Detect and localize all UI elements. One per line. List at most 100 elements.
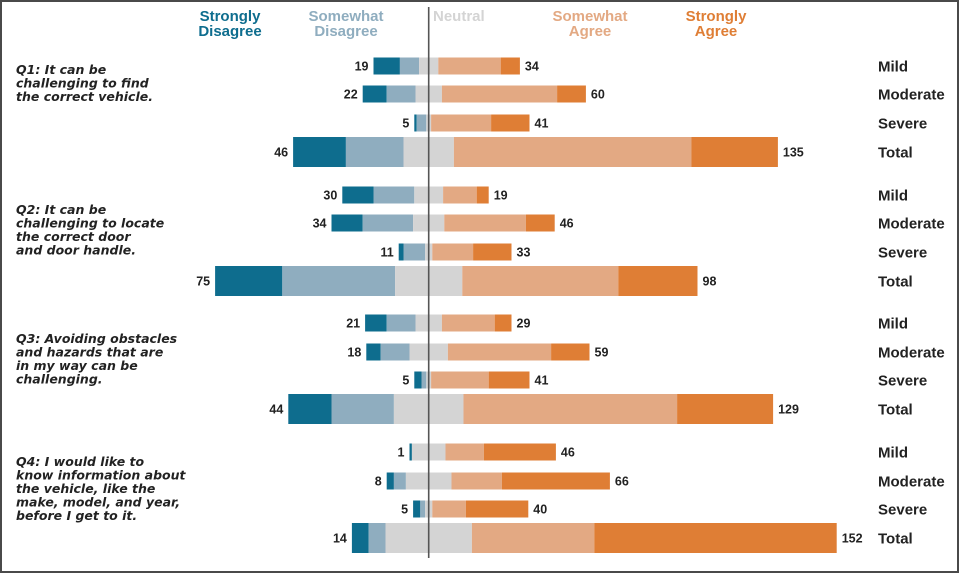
bar-q1-severe-strongly-agree [491, 114, 530, 132]
agree-total-label: 29 [517, 317, 531, 331]
bar-q1-severe-somewhat-disagree [416, 114, 427, 132]
row-label-severe: Severe [878, 245, 927, 262]
bar-q4-total-strongly-disagree [351, 523, 369, 553]
legend-label-line: Agree [569, 23, 612, 40]
bar-q4-mild-strongly-disagree [409, 443, 412, 461]
bar-q3-mild-somewhat-agree [441, 314, 495, 332]
bar-q3-mild-somewhat-disagree [386, 314, 416, 332]
bar-q1-severe-strongly-disagree [414, 114, 417, 132]
legend-label-line: Agree [695, 23, 738, 40]
question-label-q4: Q4: I would like to know information abou… [16, 454, 187, 523]
row-label-total: Total [878, 274, 913, 291]
question-label-line: challenging to find [16, 76, 150, 91]
disagree-total-label: 5 [402, 117, 409, 131]
agree-total-label: 152 [842, 532, 863, 546]
bar-q2-mild-somewhat-agree [443, 186, 477, 204]
agree-total-label: 46 [561, 446, 575, 460]
disagree-total-label: 44 [269, 403, 283, 417]
bar-q3-total-somewhat-agree [463, 394, 678, 424]
disagree-total-label: 21 [346, 317, 360, 331]
bar-q3-total-somewhat-disagree [331, 394, 394, 424]
question-label-line: know information about [16, 468, 187, 483]
bar-q4-total-somewhat-disagree [368, 523, 386, 553]
legend-label-line: Somewhat [552, 8, 627, 25]
bar-q1-moderate-somewhat-disagree [386, 85, 416, 103]
bar-q2-total-strongly-agree [618, 266, 698, 296]
agree-total-label: 60 [591, 88, 605, 102]
bar-q2-moderate-strongly-agree [525, 214, 555, 232]
bar-q4-severe-strongly-agree [465, 500, 529, 518]
bar-q1-total-strongly-disagree [293, 137, 346, 167]
agree-total-label: 135 [783, 146, 804, 160]
disagree-total-label: 5 [402, 374, 409, 388]
legend-somewhat-disagree: Somewhat Disagree [308, 8, 383, 40]
bar-q1-total-somewhat-disagree [345, 137, 404, 167]
legend-strongly-disagree: Strongly Disagree [198, 8, 261, 40]
bar-q3-mild-strongly-agree [494, 314, 512, 332]
bar-q3-mild-strongly-disagree [365, 314, 387, 332]
agree-total-label: 33 [517, 246, 531, 260]
row-label-mild: Mild [878, 59, 908, 76]
bar-q4-severe-somewhat-disagree [420, 500, 426, 518]
bar-q4-moderate-strongly-disagree [386, 472, 394, 490]
question-label-line: in my way can be [16, 358, 138, 373]
agree-total-label: 46 [560, 217, 574, 231]
bar-q3-moderate-somewhat-disagree [380, 343, 410, 361]
bar-q1-moderate-strongly-disagree [362, 85, 387, 103]
legend-label-line: Strongly [686, 8, 747, 25]
bar-q1-severe-somewhat-agree [431, 114, 492, 132]
question-label-line: and door handle. [16, 243, 136, 258]
bar-q4-moderate-somewhat-disagree [393, 472, 406, 490]
row-label-total: Total [878, 531, 913, 548]
disagree-total-label: 1 [398, 446, 405, 460]
disagree-total-label: 8 [375, 475, 382, 489]
bar-q4-mild-strongly-agree [483, 443, 556, 461]
bar-q4-total-somewhat-agree [471, 523, 595, 553]
bar-q2-moderate-somewhat-agree [444, 214, 526, 232]
bar-q3-severe-strongly-agree [488, 371, 530, 389]
disagree-total-label: 18 [347, 346, 361, 360]
bar-q2-total-somewhat-agree [462, 266, 619, 296]
bar-q1-mild-strongly-agree [500, 57, 520, 75]
disagree-total-label: 46 [274, 146, 288, 160]
agree-total-label: 19 [494, 189, 508, 203]
row-label-moderate: Moderate [878, 216, 945, 233]
row-label-total: Total [878, 402, 913, 419]
row-label-moderate: Moderate [878, 474, 945, 491]
agree-total-label: 129 [778, 403, 799, 417]
bar-q3-moderate-strongly-disagree [366, 343, 381, 361]
row-label-mild: Mild [878, 188, 908, 205]
bar-q4-moderate-somewhat-agree [451, 472, 502, 490]
question-label-q3: Q3: Avoiding obstacles and hazards that a… [16, 331, 177, 387]
question-label-line: and hazards that are [16, 345, 163, 360]
bar-q1-total-strongly-agree [691, 137, 778, 167]
row-label-total: Total [878, 145, 913, 162]
bar-q2-moderate-somewhat-disagree [362, 214, 414, 232]
bar-q2-mild-strongly-agree [476, 186, 489, 204]
question-label-q2: Q2: It can be challenging to locate the co… [16, 202, 164, 258]
bar-q1-moderate-somewhat-agree [441, 85, 558, 103]
bar-q3-total-strongly-agree [677, 394, 774, 424]
legend-label-line: Neutral [433, 8, 485, 25]
bar-q3-total-strongly-disagree [288, 394, 332, 424]
question-label-line: the correct door [16, 229, 131, 244]
bar-q4-severe-strongly-disagree [413, 500, 421, 518]
bar-q4-severe-somewhat-agree [432, 500, 466, 518]
bar-q1-total-somewhat-agree [453, 137, 692, 167]
question-label-line: Q3: Avoiding obstacles [16, 331, 177, 346]
disagree-total-label: 30 [323, 189, 337, 203]
legend-strongly-agree: Strongly Agree [686, 8, 747, 40]
bar-q4-mild-somewhat-agree [445, 443, 484, 461]
question-label-line: Q2: It can be [16, 202, 106, 217]
bar-q3-moderate-somewhat-agree [447, 343, 552, 361]
legend-somewhat-agree: Somewhat Agree [552, 8, 627, 40]
row-label-severe: Severe [878, 373, 927, 390]
row-label-moderate: Moderate [878, 345, 945, 362]
bar-q2-severe-somewhat-agree [432, 243, 474, 261]
agree-total-label: 98 [703, 275, 717, 289]
row-label-mild: Mild [878, 445, 908, 462]
bar-q2-severe-somewhat-disagree [403, 243, 426, 261]
bar-q1-mild-somewhat-agree [438, 57, 501, 75]
